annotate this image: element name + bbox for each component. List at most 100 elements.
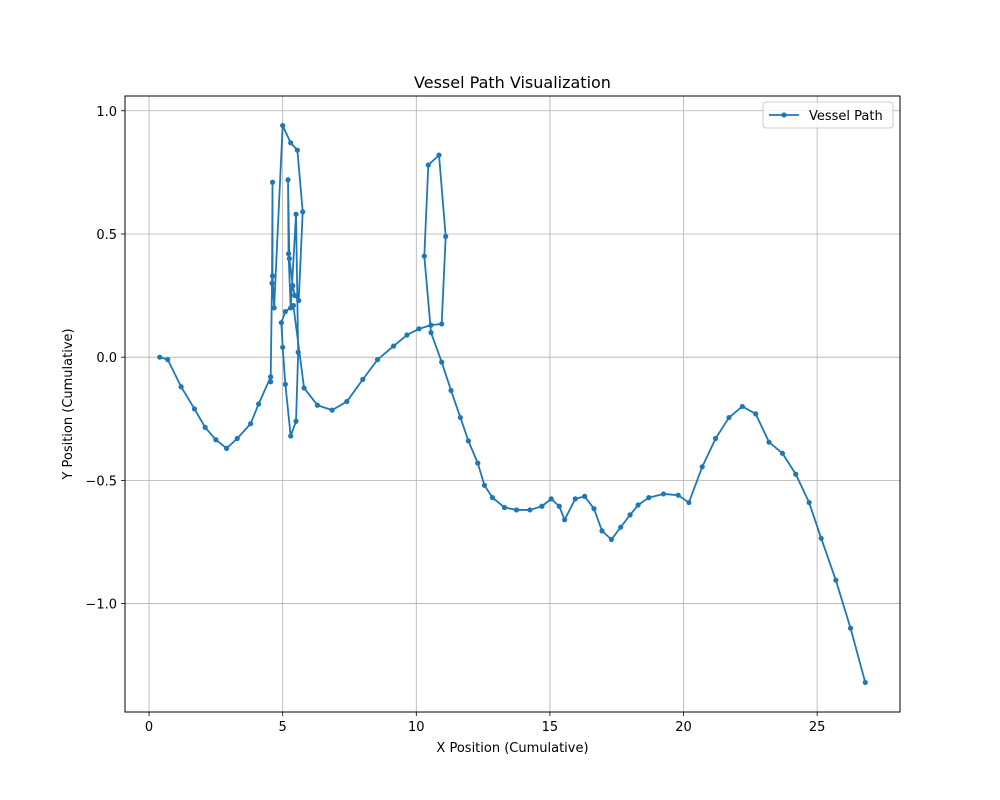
x-tick-label: 15 (542, 720, 559, 735)
data-point (202, 424, 208, 431)
data-point (268, 374, 274, 380)
data-point (285, 251, 292, 257)
data-point (191, 406, 198, 412)
data-point (739, 403, 745, 410)
data-point (448, 387, 454, 394)
data-point (269, 273, 276, 279)
y-tick-label: −1.0 (85, 598, 117, 613)
plot-frame (124, 95, 901, 713)
data-point (793, 471, 799, 477)
data-point (293, 211, 299, 217)
data-point (439, 359, 445, 365)
ticks: 0 5 10 15 20 25 −1.0 −0.5 0.0 0.5 1.0 (85, 105, 825, 735)
data-point (282, 309, 288, 315)
data-point (726, 414, 732, 421)
data-point (329, 407, 335, 413)
legend-label: Vessel Path (809, 109, 883, 124)
data-point (271, 305, 277, 311)
data-point (646, 495, 652, 501)
data-point (635, 502, 641, 508)
data-point (562, 517, 568, 523)
data-point (268, 379, 274, 385)
series-line (159, 124, 867, 683)
data-point (290, 283, 296, 289)
grid (125, 96, 900, 712)
data-point (295, 349, 301, 355)
data-point (344, 398, 350, 405)
data-point (766, 439, 772, 445)
data-point (443, 233, 449, 240)
data-point (660, 491, 667, 497)
data-point (439, 321, 445, 327)
data-point (157, 354, 163, 360)
data-point (513, 507, 520, 513)
data-point (806, 499, 812, 506)
data-point (178, 384, 184, 390)
data-point (699, 464, 705, 470)
data-point (288, 433, 294, 439)
data-point (572, 496, 578, 502)
x-tick-label: 20 (675, 720, 692, 735)
data-point (248, 421, 254, 427)
data-point (428, 322, 434, 328)
x-tick-label: 5 (279, 720, 287, 735)
legend: Vessel Path (762, 101, 894, 129)
data-point (280, 344, 286, 350)
data-point (847, 625, 854, 631)
data-point (296, 297, 302, 304)
x-tick-label: 25 (809, 720, 826, 735)
y-tick-label: 0.0 (96, 351, 117, 366)
y-axis-label: Y Position (Cumulative) (61, 328, 76, 480)
data-point (591, 506, 597, 512)
data-point (285, 177, 291, 183)
data-point (428, 329, 434, 336)
data-point (501, 504, 508, 511)
x-axis-label: X Position (Cumulative) (436, 741, 588, 756)
data-point (556, 503, 562, 509)
data-point (548, 496, 554, 502)
y-tick-label: −0.5 (85, 474, 117, 489)
data-point (465, 438, 472, 444)
legend-marker-swatch (781, 112, 787, 118)
data-point (713, 435, 719, 442)
data-point (293, 418, 299, 424)
data-point (360, 376, 366, 382)
series-layer (157, 122, 868, 686)
data-point (390, 343, 397, 349)
data-point (436, 152, 442, 158)
data-point (269, 280, 275, 286)
data-point (457, 414, 463, 421)
data-point (280, 122, 286, 129)
data-point (599, 528, 605, 534)
data-point (627, 512, 633, 518)
x-tick-label: 10 (408, 720, 425, 735)
data-point (223, 445, 230, 451)
data-point (290, 302, 296, 309)
data-point (301, 385, 307, 391)
data-point (282, 381, 288, 387)
data-point (269, 179, 276, 185)
data-point (481, 482, 488, 488)
data-point (818, 535, 824, 541)
chart-title: Vessel Path Visualization (414, 73, 611, 92)
data-point (288, 140, 294, 146)
legend-box (762, 101, 894, 129)
data-point (753, 411, 759, 417)
data-point (294, 147, 300, 153)
data-point (292, 292, 298, 299)
data-point (213, 437, 219, 443)
data-point (425, 162, 431, 168)
data-point (618, 524, 624, 530)
data-point (421, 253, 427, 259)
data-point (862, 679, 868, 686)
data-point (779, 450, 786, 456)
data-point (404, 332, 410, 338)
y-tick-label: 1.0 (96, 105, 117, 120)
data-point (489, 495, 496, 501)
data-point (286, 256, 292, 262)
data-point (608, 536, 614, 543)
data-point (686, 499, 692, 506)
data-point (300, 209, 306, 215)
data-point (416, 326, 422, 332)
